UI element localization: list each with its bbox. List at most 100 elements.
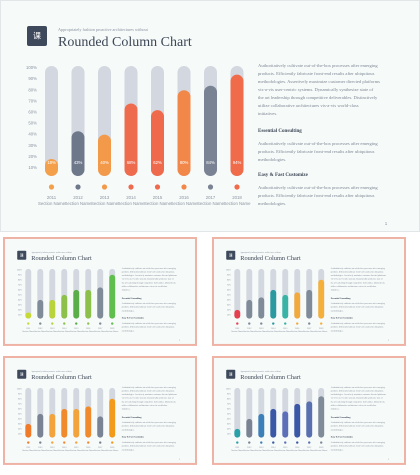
bar [85,406,92,438]
x-tick-caption: Section Name [82,330,94,333]
bar [318,279,325,319]
bar [234,309,241,319]
legend-dot [39,441,42,444]
bar [151,110,164,176]
y-tick-label: 80% [18,279,22,281]
icon-text: 课 [33,32,41,41]
bar [45,159,58,176]
x-tick-label: 2016 [179,195,189,200]
subtitle: Appropriately fashion proactive architec… [58,27,149,32]
x-tick-caption: Section Name [46,449,58,452]
bar [97,287,104,319]
x-tick-caption: Section Name [22,330,34,333]
bar [204,85,217,176]
icon-text: 课 [20,371,24,376]
x-tick-caption: Section Name [46,330,58,333]
x-tick-caption: Section Name [267,330,279,333]
bar [318,396,325,438]
bar [270,289,277,319]
y-tick-label: 80% [28,87,37,92]
legend-dot [39,322,42,325]
legend-dot [99,322,102,325]
y-tick-label: 30% [227,304,231,306]
x-tick-caption: Section Name [70,449,82,452]
legend-dot [248,322,251,325]
x-tick-caption: Section Name [106,330,118,333]
x-tick-caption: Section Name [94,330,106,333]
legend-dot [87,322,90,325]
paragraph: Authoritatively cultivate out-of-the-box… [331,267,386,292]
x-tick-label: 2016 [295,447,299,449]
x-tick-caption: Section Name [267,449,279,452]
x-tick-caption: Section Name [255,330,267,333]
icon-box [27,26,47,46]
legend-dot [99,441,102,444]
x-tick-label: 2015 [283,328,287,330]
x-tick-caption: Section Name [291,330,303,333]
bar-value-label: 80% [180,160,189,165]
y-tick-label: 50% [18,294,22,296]
x-tick-label: 2017 [98,328,102,330]
heading: Essential Consulting [331,297,352,300]
x-tick-label: 2015 [153,195,163,200]
y-tick-label: 90% [18,393,22,395]
icon-box [226,369,236,379]
icon-box [226,250,236,260]
heading: Essential Consulting [122,416,143,419]
x-tick-caption: Section Name [82,449,94,452]
x-tick-label: 2016 [86,447,90,449]
legend-dot [75,322,78,325]
y-tick-label: 90% [18,274,22,276]
x-tick-label: 2018 [110,447,114,449]
heading: Easy & Fast Customize [258,173,309,178]
y-tick-label: 40% [28,132,37,137]
x-tick-caption: Section Name [58,330,70,333]
y-tick-label: 20% [18,309,22,311]
x-tick-label: 2013 [259,447,263,449]
y-tick-label: 10% [28,165,37,170]
bar-value-label: 40% [100,160,109,165]
bar [85,289,92,319]
legend-dot [320,441,323,444]
paragraph: Authoritatively cultivate out-of-the-box… [258,63,380,116]
chart-title: Rounded Column Chart [240,255,301,262]
legend-dot [272,322,275,325]
y-tick-label: 20% [227,309,231,311]
bar [109,398,116,438]
bar-value-label: 94% [233,160,242,165]
paragraph: Authoritatively cultivate out-of-the-box… [258,141,378,162]
y-tick-label: 50% [227,294,231,296]
x-tick-caption: Section Name [279,330,291,333]
y-tick-label: 80% [227,279,231,281]
x-tick-label: 2012 [38,447,42,449]
legend-dot [272,441,275,444]
legend-dot [260,441,263,444]
chart-title: Rounded Column Chart [31,255,92,262]
y-tick-label: 50% [28,121,37,126]
x-tick-label: 2014 [271,328,276,330]
y-tick-label: 60% [227,408,231,410]
x-tick-label: 2015 [74,328,78,330]
y-tick-label: 60% [227,289,231,291]
x-tick-label: 2012 [247,447,251,449]
x-tick-label: 2018 [319,328,323,330]
x-tick-label: 2017 [206,195,216,200]
bar [49,299,56,319]
chart-title: Rounded Column Chart [31,374,92,381]
x-tick-label: 2014 [62,447,67,449]
x-tick-caption: Section Name [279,449,291,452]
x-tick-caption: Section Name [171,201,199,206]
legend-dot [236,441,239,444]
thumbnail-border [212,356,406,465]
bar-value-label: 68% [127,160,136,165]
bar [61,408,68,438]
bar [230,74,244,176]
y-tick-label: 40% [227,418,231,420]
paragraph: Authoritatively cultivate out-of-the-box… [122,267,177,292]
x-tick-caption: Section Name [243,449,255,452]
bar-track [45,66,58,176]
bar [109,274,116,319]
icon-text: 课 [229,252,233,257]
legend-dot [27,322,30,325]
x-tick-label: 2013 [259,328,263,330]
